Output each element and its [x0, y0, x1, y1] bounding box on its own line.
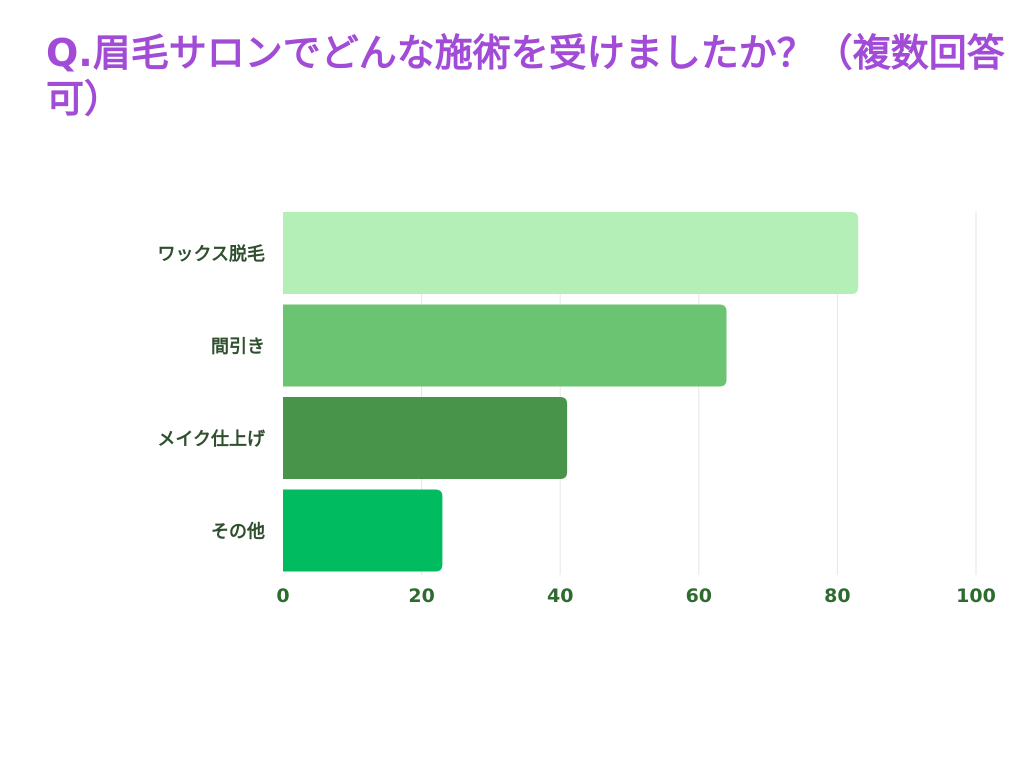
- x-tick-label: 60: [686, 585, 712, 607]
- chart-title: Q.眉毛サロンでどんな施術を受けましたか？（複数回答可）: [46, 31, 1005, 121]
- bars: [283, 212, 859, 572]
- x-tick-label: 100: [956, 585, 996, 607]
- x-tick-label: 20: [408, 585, 434, 607]
- bar: [283, 212, 859, 294]
- category-label: その他: [211, 521, 265, 543]
- category-label: ワックス脱毛: [158, 243, 265, 265]
- bar: [283, 489, 443, 572]
- bar: [283, 304, 727, 387]
- x-tick-label: 0: [276, 585, 289, 607]
- x-axis-tick-labels: 0 20 40 60 80 100: [276, 585, 995, 607]
- category-label: 間引き: [211, 337, 265, 358]
- x-tick-label: 40: [547, 585, 573, 607]
- x-tick-label: 80: [824, 585, 850, 607]
- category-label: メイク仕上げ: [157, 428, 266, 450]
- bar: [283, 397, 568, 479]
